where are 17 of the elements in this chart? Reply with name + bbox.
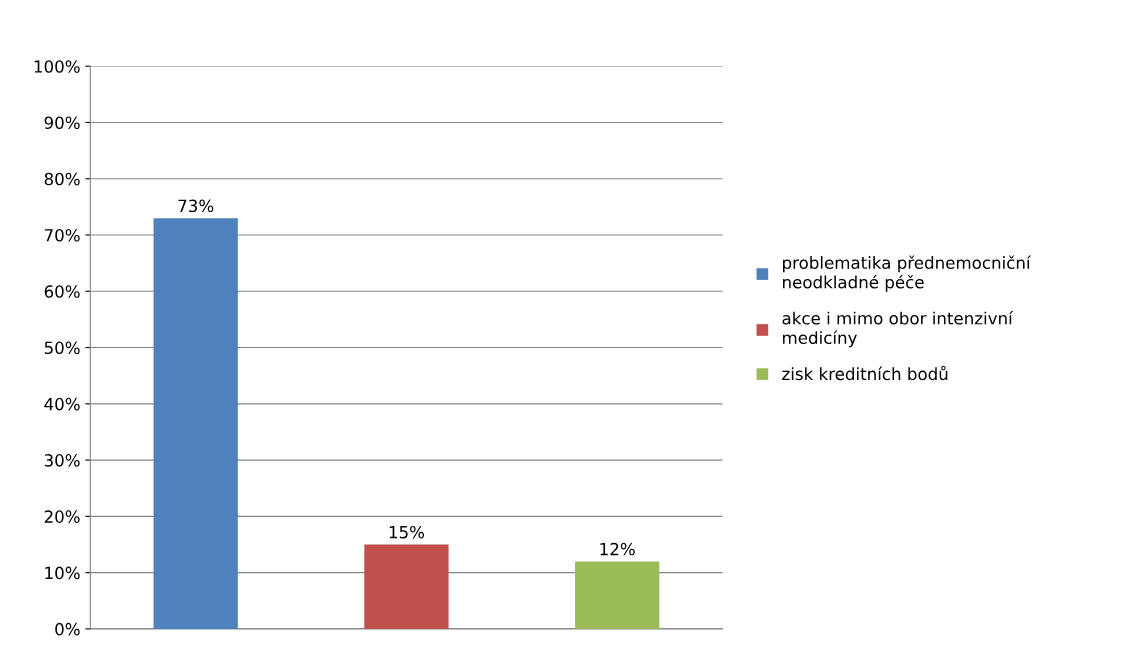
y-tick-label: 10% (45, 566, 80, 580)
y-tick-label: 90% (44, 116, 80, 130)
text: 73% (178, 199, 214, 213)
y-tick-label: 70% (44, 228, 80, 242)
legend-label: zisk kreditních bodů (782, 365, 948, 381)
y-tick-label: 0% (55, 622, 80, 636)
legend-label: problematika přednemocniční neodkladné péče (783, 255, 1032, 292)
y-tick-label: 40% (44, 397, 80, 411)
y-tick-label: 30% (44, 454, 80, 467)
y-tick-label: 80% (44, 172, 80, 186)
y-tick-label: 60% (44, 285, 80, 298)
y-tick-label: 100% (34, 60, 80, 73)
y-tick-label: 50% (44, 341, 80, 355)
text: 15% (389, 525, 425, 539)
text: 12% (600, 542, 635, 556)
legend-label: akce i mimo obor intenzivní medicíny (782, 311, 1014, 348)
y-tick-label: 20% (44, 510, 80, 523)
